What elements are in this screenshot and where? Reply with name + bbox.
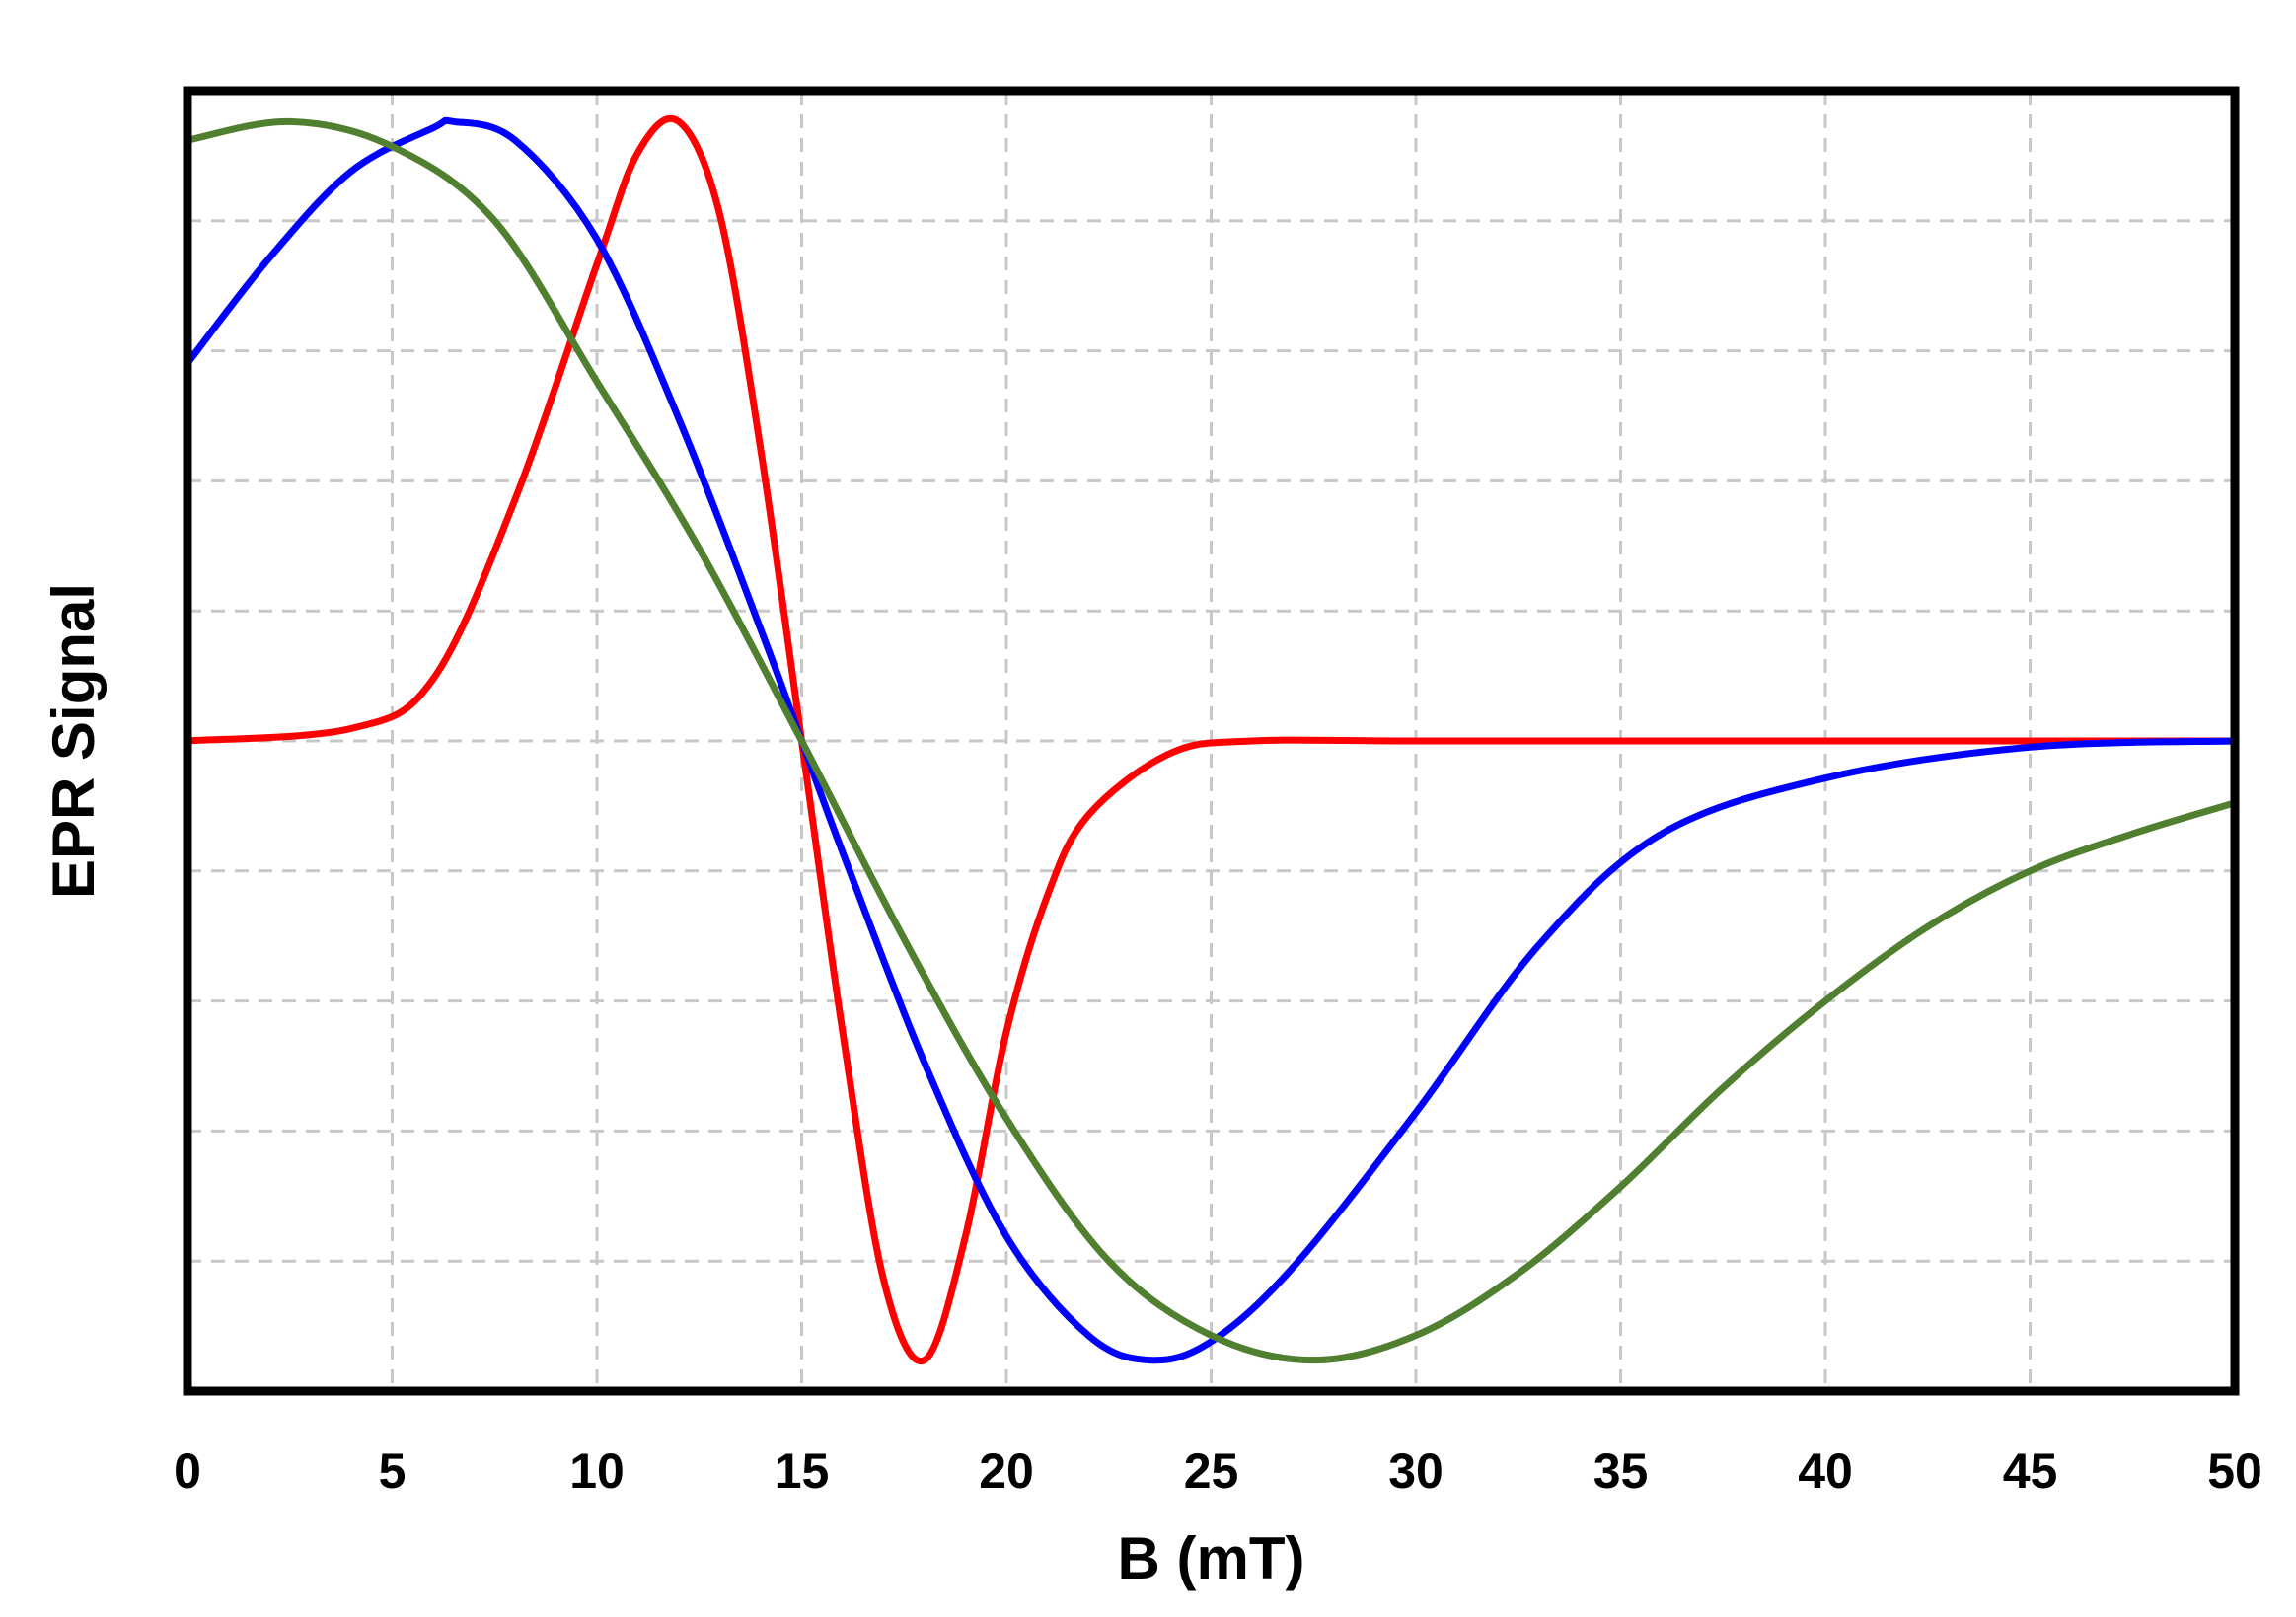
x-tick-label: 30 <box>1388 1443 1444 1499</box>
x-tick-label: 25 <box>1184 1443 1239 1499</box>
x-tick-label: 50 <box>2207 1443 2262 1499</box>
x-tick-labels: 0 5 10 15 20 25 30 35 40 45 50 <box>174 1443 2262 1499</box>
plot-frame <box>183 86 2240 1396</box>
series-blue-line <box>184 116 2239 1364</box>
x-tick-label: 45 <box>2003 1443 2058 1499</box>
y-axis-title: EPR Signal <box>40 583 107 899</box>
x-tick-label: 40 <box>1798 1443 1853 1499</box>
x-tick-label: 10 <box>569 1443 625 1499</box>
series-green-line <box>184 117 2239 1364</box>
x-tick-label: 35 <box>1593 1443 1649 1499</box>
series-red-line <box>184 114 2239 1364</box>
x-axis-title: B (mT) <box>1118 1525 1305 1591</box>
x-tick-label: 0 <box>174 1443 201 1499</box>
x-tick-label: 5 <box>379 1443 407 1499</box>
x-tick-label: 20 <box>979 1443 1034 1499</box>
series-group <box>184 114 2239 1364</box>
x-tick-label: 15 <box>775 1443 830 1499</box>
